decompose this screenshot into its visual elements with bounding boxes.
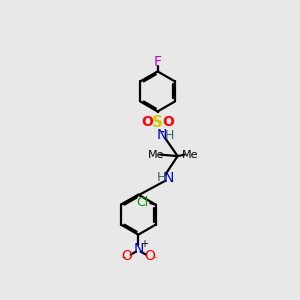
Text: S: S <box>152 115 163 130</box>
Text: N: N <box>156 128 167 142</box>
Text: F: F <box>154 55 162 69</box>
Text: O: O <box>162 115 174 129</box>
Text: Me: Me <box>148 150 164 160</box>
Text: O: O <box>145 249 155 263</box>
Text: ⁻: ⁻ <box>120 255 126 265</box>
Text: Me: Me <box>182 150 198 160</box>
Text: H: H <box>164 129 174 142</box>
Text: Cl: Cl <box>136 196 149 209</box>
Text: H: H <box>157 171 166 184</box>
Text: N: N <box>133 242 143 256</box>
Text: O: O <box>141 115 153 129</box>
Text: +: + <box>140 239 148 249</box>
Text: N: N <box>164 171 174 185</box>
Text: O: O <box>122 249 132 263</box>
Text: ⁻: ⁻ <box>151 255 157 265</box>
